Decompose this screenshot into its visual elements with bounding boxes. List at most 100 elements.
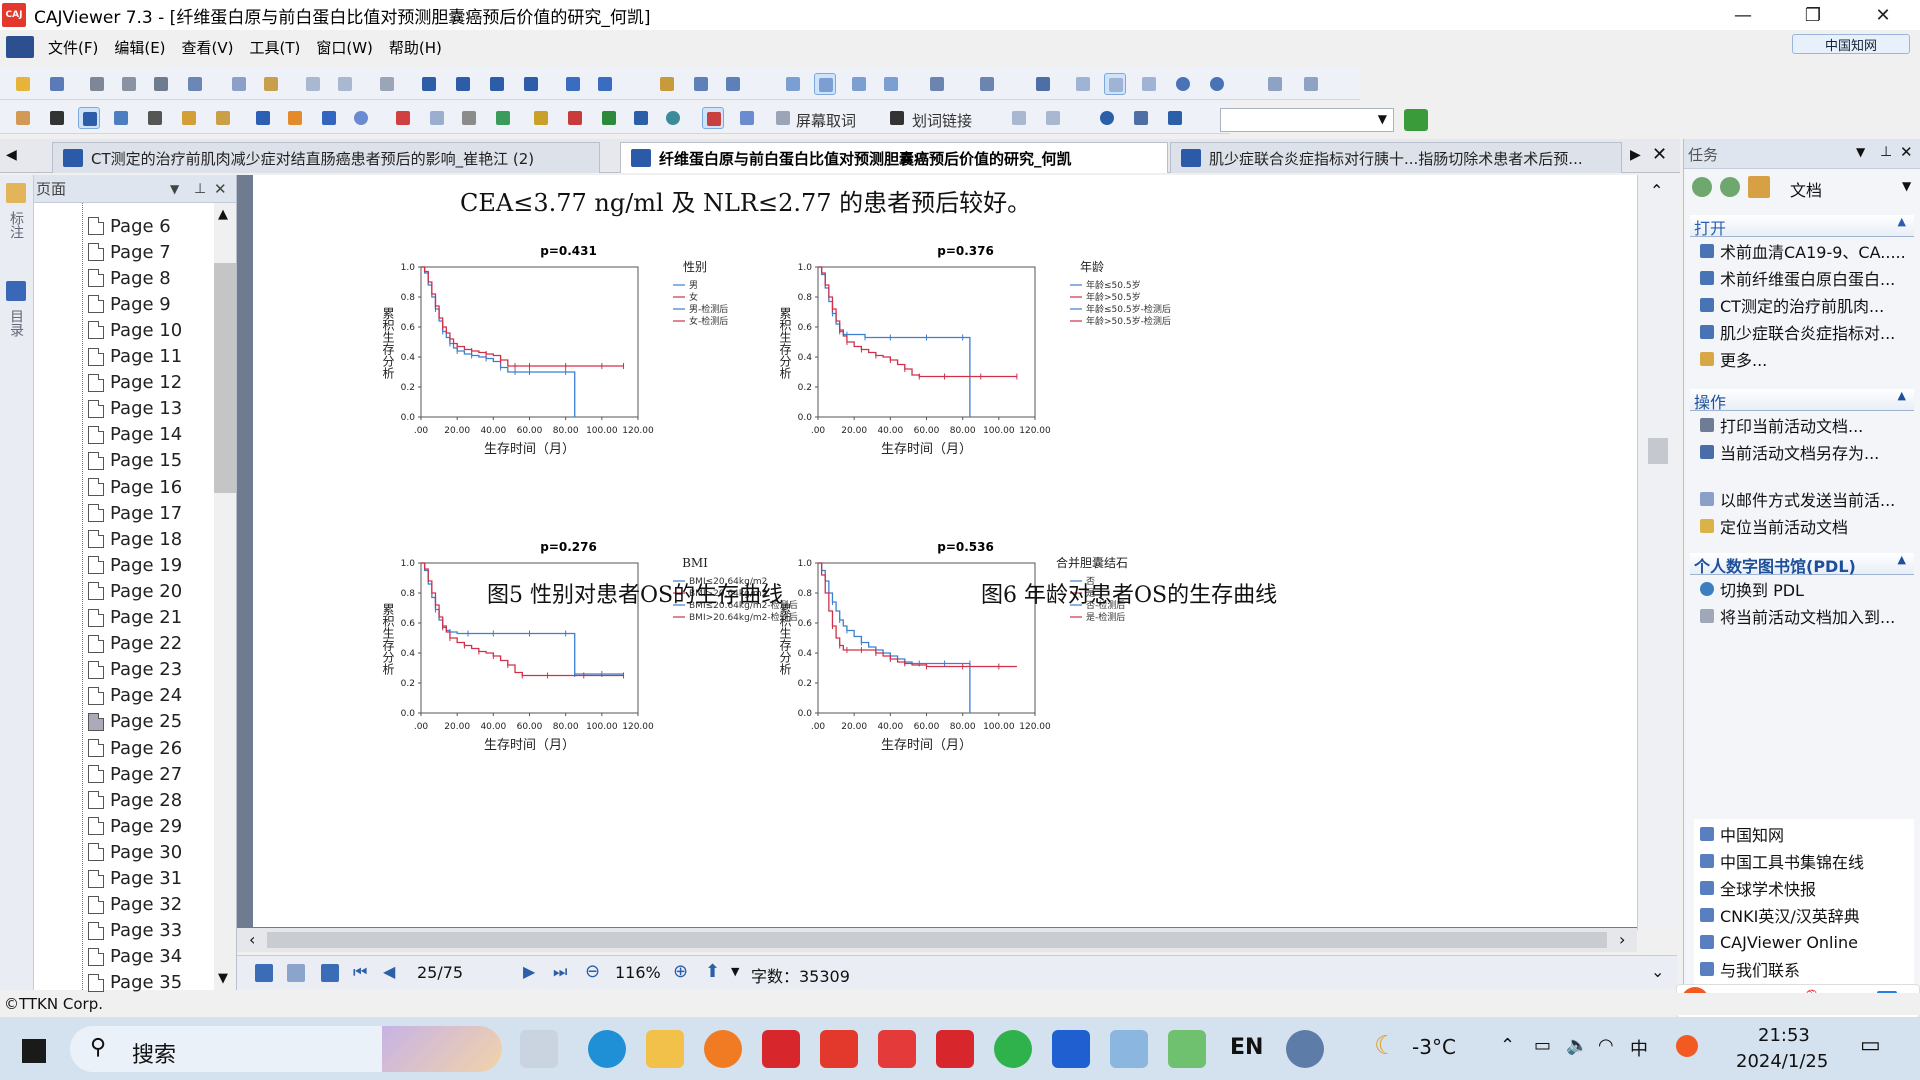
- next-page-icon[interactable]: [486, 73, 508, 95]
- back-icon[interactable]: [562, 73, 584, 95]
- task-menu-chevron-icon[interactable]: ▼: [1856, 145, 1866, 159]
- pointer-icon[interactable]: [46, 107, 68, 129]
- link-cajviewer-online[interactable]: CAJViewer Online: [1700, 930, 1858, 954]
- pdf-icon[interactable]: [936, 1030, 974, 1068]
- email-active-doc[interactable]: 以邮件方式发送当前活...: [1700, 487, 1895, 511]
- document-scrollbar[interactable]: ⌃: [1637, 175, 1677, 930]
- paste-icon[interactable]: [260, 73, 282, 95]
- forward-icon[interactable]: [594, 73, 616, 95]
- task-close-icon[interactable]: ✕: [1900, 143, 1913, 161]
- page-list-item[interactable]: Page 21: [88, 605, 182, 631]
- task-back-icon[interactable]: [1692, 177, 1712, 197]
- more-docs-link[interactable]: 更多...: [1700, 347, 1767, 371]
- language-indicator[interactable]: EN: [1230, 1035, 1264, 1060]
- pdl-section-header[interactable]: 个人数字图书馆(PDL) ▲: [1690, 553, 1914, 576]
- ocr-icon[interactable]: [178, 107, 200, 129]
- page-list-item[interactable]: Page 19: [88, 552, 182, 578]
- page-list-item[interactable]: Page 22: [88, 631, 182, 657]
- highlighter-icon[interactable]: [284, 107, 306, 129]
- page-list-item[interactable]: Page 23: [88, 657, 182, 683]
- close-window-button[interactable]: ✕: [1875, 4, 1891, 26]
- go-arrow-icon[interactable]: [1404, 109, 1428, 131]
- horizontal-scrollbar[interactable]: ‹ ›: [237, 928, 1637, 952]
- rotate-icon[interactable]: [926, 73, 948, 95]
- task-nav-chevron-icon[interactable]: ▼: [1902, 179, 1912, 193]
- close-tab-icon[interactable]: ✕: [1652, 144, 1668, 165]
- find-icon[interactable]: [656, 73, 678, 95]
- image-select-icon[interactable]: [110, 107, 132, 129]
- hscroll-right-icon[interactable]: ›: [1619, 930, 1626, 949]
- height-measure-icon[interactable]: [1300, 73, 1322, 95]
- scroll-down-icon[interactable]: ▼: [218, 971, 228, 986]
- status-dropdown-icon[interactable]: ▼: [731, 965, 740, 978]
- doc-menu-icon[interactable]: [6, 36, 34, 58]
- battery-icon[interactable]: ▭: [1534, 1035, 1552, 1056]
- sound-icon[interactable]: [492, 107, 514, 129]
- fit-width-icon[interactable]: [1138, 73, 1160, 95]
- page-list-item[interactable]: Page 33: [88, 918, 182, 944]
- close-panel-icon[interactable]: ✕: [214, 179, 227, 198]
- screen-word-icon[interactable]: [772, 107, 794, 129]
- status-first-page-icon[interactable]: ⏮: [353, 962, 368, 981]
- status-prev-page-icon[interactable]: ◀: [383, 962, 396, 981]
- page-list-item[interactable]: Page 17: [88, 500, 182, 526]
- pen-annotation-icon[interactable]: [6, 183, 26, 203]
- zoom-level[interactable]: 116%: [615, 963, 661, 982]
- edge-icon[interactable]: [588, 1030, 626, 1068]
- link-academic-news[interactable]: 全球学术快报: [1700, 876, 1816, 900]
- view-continuous-icon[interactable]: [287, 964, 305, 982]
- page-panel-scrollbar[interactable]: ▲ ▼: [214, 203, 236, 990]
- tray-expand-icon[interactable]: ⌃: [1500, 1035, 1516, 1056]
- menu-help[interactable]: 帮助(H): [388, 38, 442, 57]
- about-icon[interactable]: [1164, 107, 1186, 129]
- file-explorer-icon[interactable]: [646, 1030, 684, 1068]
- view-single-icon[interactable]: [255, 964, 273, 982]
- page-list-item[interactable]: Page 30: [88, 839, 182, 865]
- continuous-facing-icon[interactable]: [880, 73, 902, 95]
- tab-doc-2[interactable]: 纤维蛋白原与前白蛋白比值对预测胆囊癌预后价值的研究_何凯: [620, 142, 1168, 173]
- menu-file[interactable]: 文件(F): [48, 38, 99, 57]
- firefox-icon[interactable]: [704, 1030, 742, 1068]
- underline-icon[interactable]: [598, 107, 620, 129]
- page-panel-scroll-thumb[interactable]: [214, 263, 236, 493]
- switch-to-pdl[interactable]: 切换到 PDL: [1700, 577, 1804, 601]
- link-reference-books[interactable]: 中国工具书集锦在线: [1700, 849, 1864, 873]
- help-icon[interactable]: [1096, 107, 1118, 129]
- volume-icon[interactable]: 🔈: [1566, 1035, 1589, 1056]
- status-scroll-down-icon[interactable]: ⌄: [1651, 962, 1665, 981]
- status-zoom-in-icon[interactable]: ⊕: [673, 961, 689, 982]
- menu-window[interactable]: 窗口(W): [316, 38, 373, 57]
- tray-sogou-icon[interactable]: [1676, 1035, 1698, 1057]
- word-link-label[interactable]: 划词链接: [912, 112, 973, 130]
- page-list-item[interactable]: Page 27: [88, 761, 182, 787]
- page-list-item[interactable]: Page 16: [88, 474, 182, 500]
- print-setup-icon[interactable]: [118, 73, 140, 95]
- select-all-icon[interactable]: [376, 73, 398, 95]
- continuous-page-icon[interactable]: [814, 73, 836, 95]
- page-list-item[interactable]: Page 28: [88, 787, 182, 813]
- locate-active-doc[interactable]: 定位当前活动文档: [1700, 514, 1848, 538]
- eraser-icon[interactable]: [392, 107, 414, 129]
- tab-doc-3[interactable]: 肌少症联合炎症指标对行胰十...指肠切除术患者术后预...: [1170, 142, 1622, 173]
- prev-page-icon[interactable]: [452, 73, 474, 95]
- open-section-header[interactable]: 打开 ▲: [1690, 215, 1914, 238]
- ops-section-header[interactable]: 操作 ▲: [1690, 389, 1914, 412]
- page-list-item[interactable]: Page 15: [88, 448, 182, 474]
- globe-icon[interactable]: [662, 107, 684, 129]
- text-note-icon[interactable]: [530, 107, 552, 129]
- play-icon[interactable]: [1008, 107, 1030, 129]
- rectangle-icon[interactable]: [318, 107, 340, 129]
- panel-menu-chevron-icon[interactable]: ▼: [170, 181, 180, 196]
- doc-scroll-thumb[interactable]: [1648, 438, 1668, 464]
- tab-doc-1[interactable]: CT测定的治疗前肌肉减少症对结直肠癌患者预后的影响_崔艳江 (2): [52, 142, 600, 173]
- copy-icon[interactable]: [228, 73, 250, 95]
- undo-icon[interactable]: [302, 73, 324, 95]
- line-tool-icon[interactable]: [252, 107, 274, 129]
- page-list-item[interactable]: Page 9: [88, 291, 171, 317]
- task-forward-icon[interactable]: [1720, 177, 1740, 197]
- text-select-icon[interactable]: [78, 107, 100, 129]
- status-last-page-icon[interactable]: ⏭: [553, 962, 568, 981]
- dingtalk-icon[interactable]: [1052, 1030, 1090, 1068]
- page-list-item[interactable]: Page 14: [88, 422, 182, 448]
- task-home-icon[interactable]: [1748, 176, 1770, 198]
